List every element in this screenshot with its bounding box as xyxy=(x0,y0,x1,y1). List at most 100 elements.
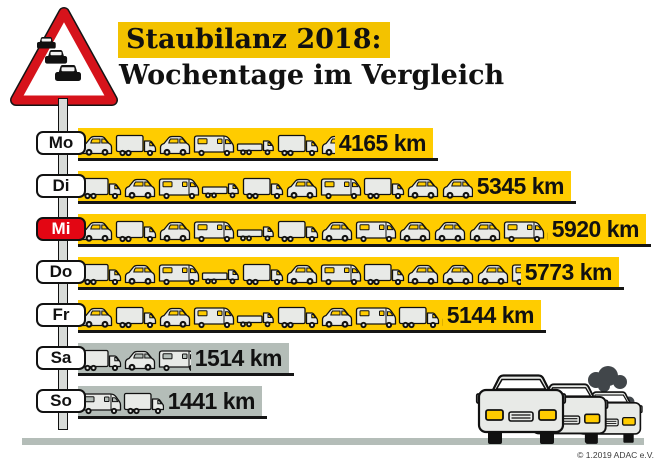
car-icon xyxy=(158,305,192,329)
truck-icon xyxy=(80,262,122,286)
copyright-note: © 1.2019 ADAC e.V. xyxy=(577,450,654,460)
bar-mi: 5920 km xyxy=(78,214,646,244)
camper-icon xyxy=(158,262,200,286)
car-icon xyxy=(158,133,192,157)
camper-icon xyxy=(193,305,235,329)
day-label-fr: Fr xyxy=(36,303,86,327)
value-label-fr: 5144 km xyxy=(446,301,535,328)
bar-underline xyxy=(78,201,576,204)
car-icon xyxy=(406,176,440,200)
minitruck-icon xyxy=(201,262,241,286)
truck-icon xyxy=(277,133,319,157)
car-icon xyxy=(320,305,354,329)
day-label-di: Di xyxy=(36,174,86,198)
chart-row-do: 5773 km Do xyxy=(0,257,668,290)
camper-icon xyxy=(158,176,200,200)
bar-underline xyxy=(78,287,624,290)
bar-underline xyxy=(78,330,546,333)
bar-vehicles xyxy=(78,300,443,330)
value-label-so: 1441 km xyxy=(167,387,256,414)
truck-icon xyxy=(123,391,164,415)
car-icon xyxy=(285,262,319,286)
bar-rows: 4165 km Mo 5345 km Di 5920 km Mi 5773 km Do 5144… xyxy=(0,128,668,429)
chart-row-sa: 1514 km Sa xyxy=(0,343,668,376)
chart-row-fr: 5144 km Fr xyxy=(0,300,668,333)
bar-vehicles xyxy=(78,343,191,373)
truck-icon xyxy=(363,176,405,200)
truck-icon xyxy=(398,305,440,329)
camper-icon xyxy=(355,305,397,329)
truck-icon xyxy=(115,305,157,329)
car-icon xyxy=(433,219,467,243)
car-icon xyxy=(320,133,335,157)
chart-row-so: 1441 km So xyxy=(0,386,668,419)
camper-icon xyxy=(355,219,397,243)
cars-with-exhaust-icon xyxy=(475,366,643,446)
camper-icon xyxy=(511,262,521,286)
camper-icon xyxy=(320,262,362,286)
camper-icon xyxy=(80,391,122,415)
car-icon xyxy=(468,219,502,243)
minitruck-icon xyxy=(236,133,276,157)
camper-icon xyxy=(503,219,545,243)
bar-vehicles xyxy=(78,214,548,244)
bar-sa: 1514 km xyxy=(78,343,289,373)
truck-icon xyxy=(277,305,319,329)
page-title-line1: Staubilanz 2018: xyxy=(118,22,391,58)
truck-icon xyxy=(363,262,405,286)
minitruck-icon xyxy=(201,176,241,200)
camper-icon xyxy=(158,348,191,372)
car-icon xyxy=(158,219,192,243)
car-icon xyxy=(441,176,473,200)
car-icon xyxy=(398,219,432,243)
car-icon xyxy=(441,262,475,286)
car-icon xyxy=(476,262,510,286)
value-label-mo: 4165 km xyxy=(338,129,427,156)
day-label-mi: Mi xyxy=(36,217,86,241)
bar-do: 5773 km xyxy=(78,257,619,287)
traffic-jam-warning-sign-icon xyxy=(10,7,118,106)
day-label-do: Do xyxy=(36,260,86,284)
truck-icon xyxy=(242,176,284,200)
page-title-line2: Wochentage im Vergleich xyxy=(119,60,505,91)
day-label-mo: Mo xyxy=(36,131,86,155)
day-label-sa: Sa xyxy=(36,346,86,370)
bar-underline xyxy=(78,373,294,376)
truck-icon xyxy=(115,219,157,243)
chart-row-mo: 4165 km Mo xyxy=(0,128,668,161)
bar-underline xyxy=(78,244,651,247)
bar-mo: 4165 km xyxy=(78,128,433,158)
truck-icon xyxy=(80,348,122,372)
bar-vehicles xyxy=(78,128,335,158)
ground-line xyxy=(22,438,644,445)
car-icon xyxy=(123,262,157,286)
truck-icon xyxy=(277,219,319,243)
value-label-mi: 5920 km xyxy=(551,215,640,242)
bar-underline xyxy=(78,416,267,419)
truck-icon xyxy=(80,176,122,200)
bar-so: 1441 km xyxy=(78,386,262,416)
bar-di: 5345 km xyxy=(78,171,571,201)
bar-vehicles xyxy=(78,257,521,287)
bar-vehicles xyxy=(78,171,473,201)
car-icon xyxy=(123,176,157,200)
minitruck-icon xyxy=(236,219,276,243)
bar-vehicles xyxy=(78,386,164,416)
value-label-sa: 1514 km xyxy=(194,344,283,371)
chart-row-di: 5345 km Di xyxy=(0,171,668,204)
camper-icon xyxy=(193,219,235,243)
value-label-do: 5773 km xyxy=(524,258,613,285)
bar-fr: 5144 km xyxy=(78,300,541,330)
value-label-di: 5345 km xyxy=(476,172,565,199)
chart-row-mi: 5920 km Mi xyxy=(0,214,668,247)
bar-underline xyxy=(78,158,438,161)
car-icon xyxy=(285,176,319,200)
minitruck-icon xyxy=(236,305,276,329)
truck-icon xyxy=(242,262,284,286)
car-icon xyxy=(123,348,157,372)
car-icon xyxy=(406,262,440,286)
camper-icon xyxy=(193,133,235,157)
day-label-so: So xyxy=(36,389,86,413)
camper-icon xyxy=(320,176,362,200)
